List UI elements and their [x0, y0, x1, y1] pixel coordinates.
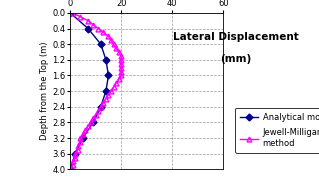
Jewell-Milligan
method: [101, 31, 105, 33]
Jewell-Milligan
method: [101, 102, 105, 104]
Jewell-Milligan
method: [119, 67, 123, 69]
Jewell-Milligan
method: [73, 156, 77, 159]
Line: Analytical model: Analytical model: [68, 10, 111, 172]
Jewell-Milligan
method: [76, 149, 80, 151]
Jewell-Milligan
method: [81, 133, 85, 135]
Analytical model: [81, 137, 85, 139]
Analytical model: [68, 12, 72, 14]
Jewell-Milligan
method: [112, 86, 115, 88]
Jewell-Milligan
method: [91, 24, 95, 26]
Jewell-Milligan
method: [99, 106, 103, 108]
Jewell-Milligan
method: [119, 59, 123, 61]
Analytical model: [91, 121, 95, 123]
Jewell-Milligan
method: [73, 153, 77, 155]
Jewell-Milligan
method: [109, 39, 113, 41]
Jewell-Milligan
method: [109, 90, 113, 92]
Jewell-Milligan
method: [119, 70, 123, 73]
Analytical model: [99, 43, 103, 45]
Jewell-Milligan
method: [107, 35, 110, 38]
Jewell-Milligan
method: [91, 117, 95, 120]
Jewell-Milligan
method: [114, 47, 118, 49]
Analytical model: [107, 74, 110, 77]
Jewell-Milligan
method: [114, 82, 118, 84]
Jewell-Milligan
method: [86, 20, 90, 22]
Jewell-Milligan
method: [78, 137, 82, 139]
Jewell-Milligan
method: [96, 27, 100, 30]
Jewell-Milligan
method: [84, 129, 87, 131]
Jewell-Milligan
method: [96, 109, 100, 112]
Jewell-Milligan
method: [86, 125, 90, 127]
Text: (mm): (mm): [220, 54, 252, 64]
Analytical model: [104, 90, 108, 92]
Jewell-Milligan
method: [76, 145, 80, 147]
Text: Lateral Displacement: Lateral Displacement: [173, 32, 299, 42]
Jewell-Milligan
method: [78, 16, 82, 18]
Jewell-Milligan
method: [119, 55, 123, 57]
Jewell-Milligan
method: [104, 98, 108, 100]
Analytical model: [68, 168, 72, 170]
Legend: Analytical model, Jewell-Milligan
method: Analytical model, Jewell-Milligan method: [235, 108, 319, 153]
Analytical model: [73, 153, 77, 155]
Analytical model: [99, 106, 103, 108]
Jewell-Milligan
method: [119, 74, 123, 77]
Jewell-Milligan
method: [71, 12, 75, 14]
Jewell-Milligan
method: [71, 164, 75, 167]
Jewell-Milligan
method: [117, 78, 121, 80]
Line: Jewell-Milligan
method: Jewell-Milligan method: [68, 10, 124, 172]
Jewell-Milligan
method: [89, 121, 93, 123]
Jewell-Milligan
method: [107, 94, 110, 96]
Jewell-Milligan
method: [117, 51, 121, 53]
Jewell-Milligan
method: [78, 141, 82, 143]
Jewell-Milligan
method: [112, 43, 115, 45]
Analytical model: [104, 59, 108, 61]
Jewell-Milligan
method: [119, 63, 123, 65]
Jewell-Milligan
method: [94, 113, 98, 116]
Y-axis label: Depth from the Top (m): Depth from the Top (m): [40, 42, 49, 140]
Analytical model: [86, 27, 90, 30]
Jewell-Milligan
method: [71, 160, 75, 163]
Jewell-Milligan
method: [68, 168, 72, 170]
